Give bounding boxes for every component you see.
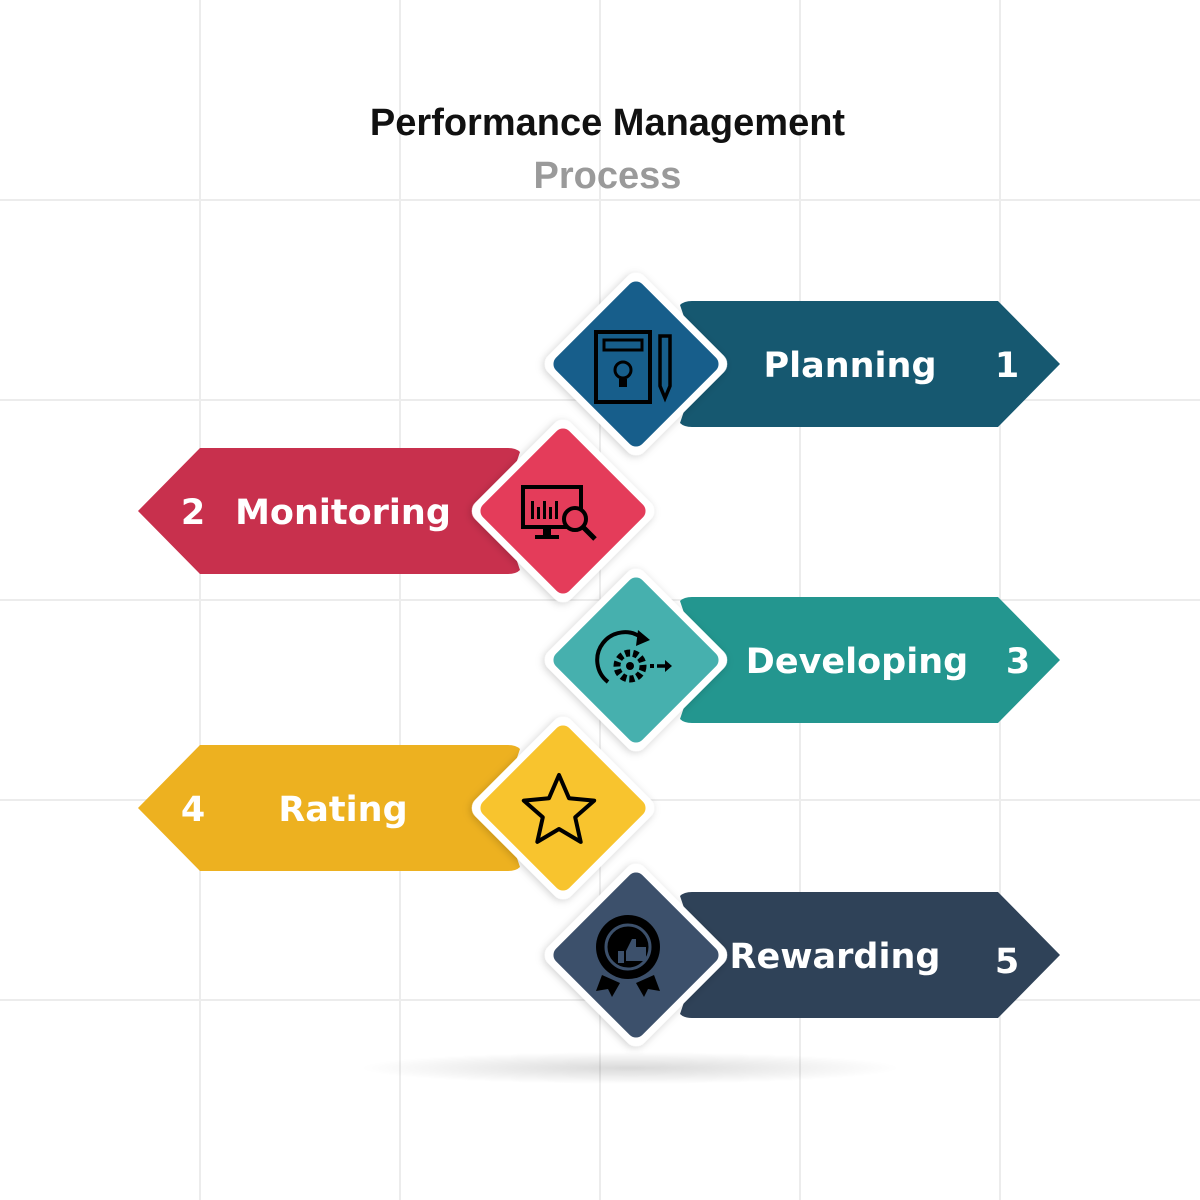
step-label: Planning [763,346,936,386]
step-banner [680,301,1060,427]
step-number: 3 [1006,642,1030,682]
step-banner [138,448,520,574]
step-planning: Planning 1 [544,272,1060,456]
step-developing: Developing 3 [544,568,1060,752]
step-label: Rating [278,790,407,830]
gear-progress-arrow-icon [595,630,672,684]
award-badge-thumbs-up-icon [596,915,660,997]
step-label: Developing [746,642,968,682]
diagram-title: Performance Management [369,102,846,144]
step-rewarding: Rewarding 5 [544,863,1060,1047]
step-number: 4 [181,790,205,830]
step-monitoring: Monitoring 2 [138,419,655,603]
star-icon [521,773,597,844]
step-number: 2 [181,493,205,533]
step-diamond [544,272,728,456]
step-banner [680,892,1060,1018]
diagram-subtitle: Process [533,155,682,197]
step-rating: Rating 4 [138,716,655,900]
floor-shadow [360,1052,900,1084]
planning-document-lightbulb-pencil-icon [594,330,672,404]
step-banner [138,745,520,871]
step-label: Rewarding [730,937,941,977]
step-diamond [544,568,728,752]
step-banner [680,597,1060,723]
step-diamond [471,716,655,900]
step-number: 5 [995,942,1019,982]
monitor-chart-magnifier-icon [521,485,597,541]
step-diamond [471,419,655,603]
step-label: Monitoring [235,493,451,533]
step-number: 1 [995,346,1019,386]
